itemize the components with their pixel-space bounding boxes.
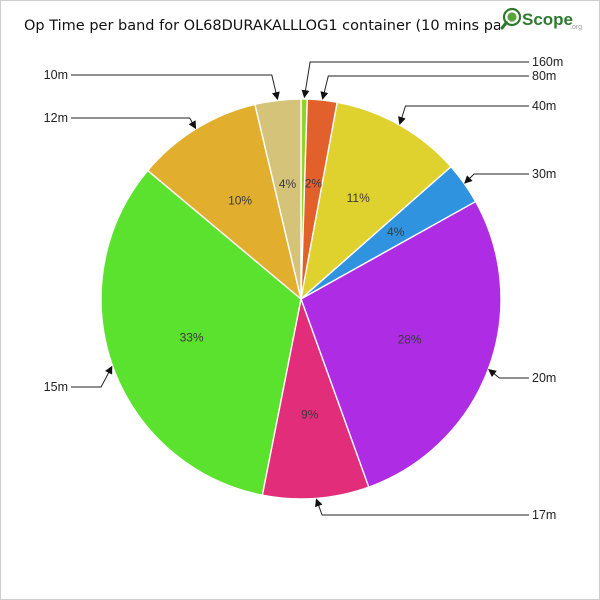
pct-label-20m: 28% <box>398 333 422 347</box>
leader-line-17m <box>315 498 529 516</box>
logo-suffix: .org <box>570 24 582 31</box>
slice-label-10m: 10m <box>44 68 68 82</box>
slice-label-17m: 17m <box>532 508 556 522</box>
slice-label-15m: 15m <box>44 380 68 394</box>
slice-label-160m: 160m <box>532 55 563 69</box>
pct-label-30m: 4% <box>387 225 405 239</box>
pie-slices <box>100 98 502 500</box>
pct-label-40m: 11% <box>347 191 370 205</box>
leader-line-10m <box>71 74 280 101</box>
leader-line-12m <box>71 117 197 130</box>
slice-label-20m: 20m <box>532 371 556 385</box>
chart-title: Op Time per band for OL68DURAKALLLOG1 co… <box>24 18 515 34</box>
leader-line-40m <box>398 105 529 125</box>
pie-slice-40m <box>299 101 453 301</box>
pct-label-10m: 4% <box>279 177 297 191</box>
pct-label-15m: 33% <box>180 331 204 345</box>
leader-line-160m <box>301 61 529 99</box>
pct-label-80m: 2% <box>305 177 323 191</box>
slice-label-80m: 80m <box>532 69 556 83</box>
slice-label-30m: 30m <box>532 167 556 181</box>
leader-line-80m <box>320 75 529 100</box>
percent-labels: 2% 11% 4% 28% 9% 33% 10% 4% <box>180 177 422 422</box>
magnifier-globe-icon <box>500 7 522 30</box>
scope-logo: Scope .org <box>500 5 588 33</box>
slice-label-12m: 12m <box>44 111 68 125</box>
pct-label-12m: 10% <box>228 193 252 207</box>
pct-label-17m: 9% <box>301 408 319 422</box>
logo-text: Scope <box>522 10 573 29</box>
leader-lines <box>71 61 529 516</box>
slice-label-40m: 40m <box>532 99 556 113</box>
pie-slice-15m <box>100 169 302 497</box>
leader-line-30m <box>464 173 529 184</box>
leader-line-20m <box>488 368 529 379</box>
leader-line-15m <box>71 365 113 388</box>
pie-slice-10m <box>254 98 302 300</box>
